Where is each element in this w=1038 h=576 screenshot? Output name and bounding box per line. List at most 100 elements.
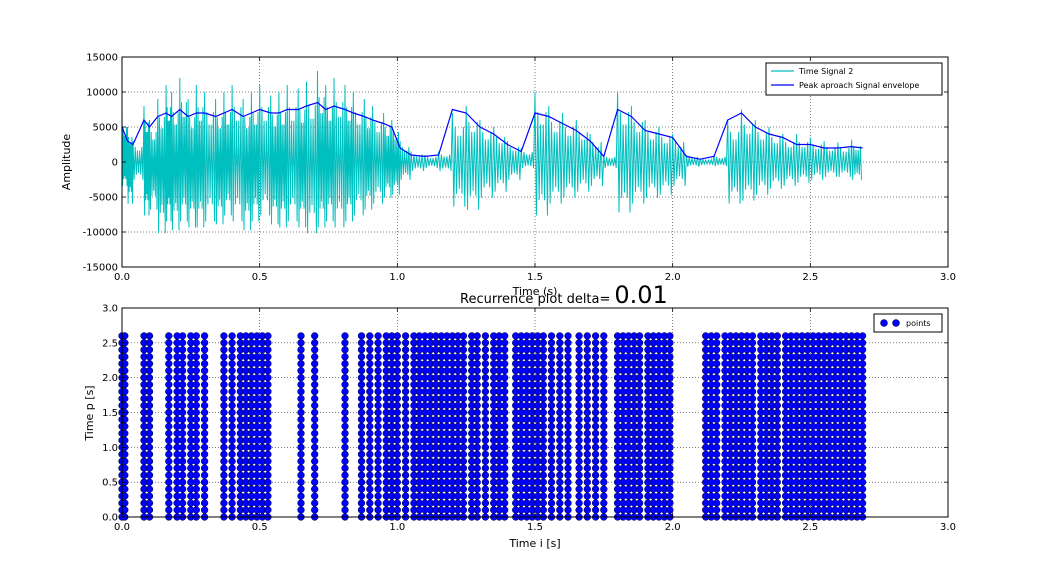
- recurrence-point: [547, 360, 556, 368]
- recurrence-point: [591, 485, 600, 493]
- recurrence-point: [556, 408, 564, 417]
- recurrence-point: [178, 332, 187, 340]
- recurrence-point: [583, 443, 591, 451]
- recurrence-point: [583, 339, 591, 347]
- recurrence-point: [501, 394, 509, 403]
- recurrence-point: [264, 380, 272, 389]
- recurrence-point: [713, 485, 721, 493]
- recurrence-point: [357, 506, 366, 514]
- recurrence-point: [600, 429, 608, 438]
- recurrence-point: [357, 429, 366, 438]
- recurrence-point: [575, 408, 583, 417]
- x-tick-label: 2.5: [802, 522, 818, 533]
- recurrence-point: [858, 436, 867, 445]
- recurrence-point: [539, 353, 547, 361]
- recurrence-point: [591, 339, 600, 347]
- recurrence-point: [393, 367, 401, 375]
- recurrence-point: [459, 436, 468, 445]
- recurrence-point: [297, 499, 305, 507]
- recurrence-point: [264, 360, 272, 368]
- recurrence-point: [481, 360, 490, 368]
- recurrence-point: [228, 374, 236, 382]
- recurrence-point: [713, 374, 721, 382]
- recurrence-point: [600, 408, 608, 417]
- recurrence-point: [357, 471, 366, 479]
- recurrence-point: [297, 492, 305, 500]
- recurrence-point: [311, 471, 319, 479]
- recurrence-point: [713, 367, 721, 375]
- recurrence-point: [539, 422, 547, 431]
- recurrence-point: [145, 367, 154, 375]
- recurrence-point: [600, 353, 608, 361]
- recurrence-point: [165, 360, 173, 368]
- x-tick-label: 1.5: [527, 522, 543, 533]
- recurrence-point: [220, 506, 228, 514]
- recurrence-point: [311, 408, 319, 417]
- recurrence-point: [666, 422, 674, 431]
- recurrence-point: [459, 408, 468, 417]
- recurrence-point: [473, 415, 481, 424]
- recurrence-plot: 0.0 0.5 1.0 1.5 2.0 2.5 3.0 0.0 0.5 1.0 1.5 2.0 2.5 3…: [83, 281, 956, 550]
- recurrence-point: [459, 485, 468, 493]
- recurrence-point: [583, 415, 591, 424]
- recurrence-point: [145, 443, 154, 451]
- recurrence-point: [583, 346, 591, 354]
- recurrence-point: [228, 353, 236, 361]
- recurrence-point: [858, 429, 867, 438]
- recurrence-point: [713, 401, 721, 410]
- recurrence-point: [481, 429, 490, 438]
- recurrence-point: [501, 422, 509, 431]
- recurrence-point: [858, 415, 867, 424]
- recurrence-title: Recurrence plot delta= 0.01: [460, 281, 668, 309]
- recurrence-point: [666, 429, 674, 438]
- recurrence-point: [297, 464, 305, 472]
- recurrence-point: [393, 394, 401, 403]
- recurrence-point: [600, 436, 608, 445]
- recurrence-point: [297, 367, 305, 375]
- recurrence-point: [473, 387, 481, 396]
- recurrence-point: [366, 394, 374, 403]
- recurrence-point: [481, 443, 490, 451]
- recurrence-point: [583, 374, 591, 382]
- recurrence-point: [666, 485, 674, 493]
- recurrence-point: [666, 380, 674, 389]
- recurrence-point: [666, 367, 674, 375]
- recurrence-point: [311, 457, 319, 465]
- recurrence-point: [713, 478, 721, 486]
- recurrence-point: [583, 506, 591, 514]
- recurrence-point: [556, 415, 564, 424]
- recurrence-point: [547, 394, 556, 403]
- recurrence-point: [264, 408, 272, 417]
- recurrence-point: [564, 360, 572, 368]
- recurrence-point: [748, 485, 757, 493]
- recurrence-point: [341, 499, 349, 507]
- recurrence-point: [311, 443, 319, 451]
- recurrence-point: [501, 485, 509, 493]
- recurrence-point: [556, 457, 564, 465]
- recurrence-point: [401, 346, 410, 354]
- recurrence-point: [539, 367, 547, 375]
- recurrence-point: [600, 332, 608, 340]
- recurrence-point: [713, 429, 721, 438]
- recurrence-point: [341, 360, 349, 368]
- recurrence-point: [357, 499, 366, 507]
- recurrence-point: [473, 339, 481, 347]
- recurrence-point: [713, 387, 721, 396]
- recurrence-point: [481, 450, 490, 458]
- recurrence-point: [858, 464, 867, 472]
- recurrence-point: [192, 422, 200, 431]
- recurrence-point: [165, 367, 173, 375]
- recurrence-point: [539, 387, 547, 396]
- recurrence-point: [501, 443, 509, 451]
- recurrence-point: [600, 367, 608, 375]
- recurrence-point: [264, 485, 272, 493]
- recurrence-point: [165, 380, 173, 389]
- recurrence-point: [178, 485, 187, 493]
- recurrence-point: [473, 485, 481, 493]
- recurrence-point: [178, 464, 187, 472]
- recurrence-point: [374, 443, 382, 451]
- recurrence-point: [165, 464, 173, 472]
- recurrence-point: [393, 374, 401, 382]
- recurrence-point: [635, 443, 644, 451]
- recurrence-point: [713, 457, 721, 465]
